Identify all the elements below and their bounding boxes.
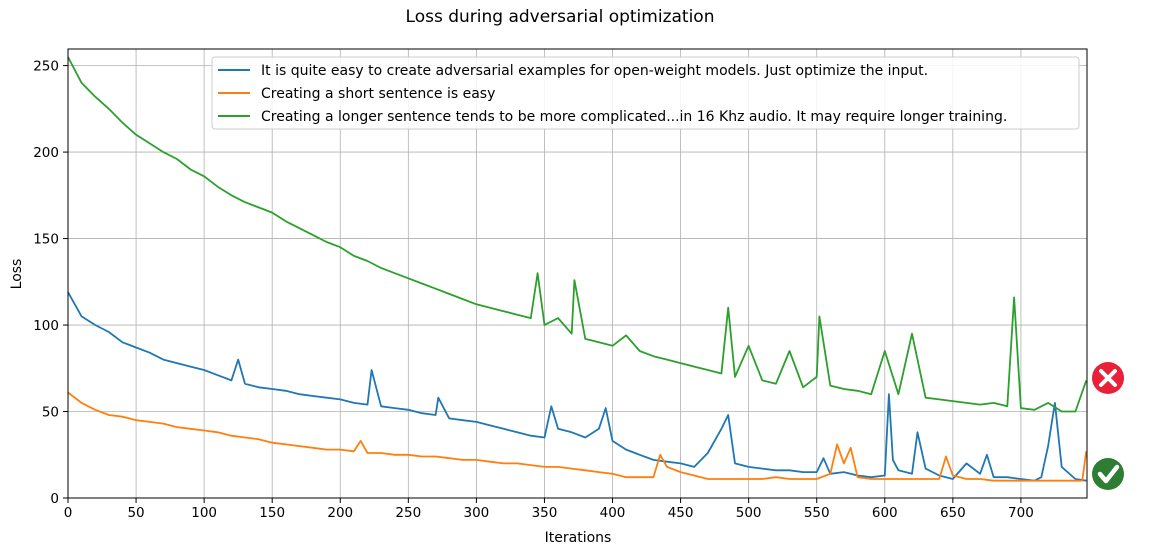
- x-tick-label: 350: [532, 505, 558, 521]
- y-axis-label: Loss: [9, 259, 25, 290]
- x-tick-label: 200: [327, 505, 353, 521]
- y-tick-label: 50: [42, 405, 59, 421]
- x-tick-label: 550: [804, 505, 830, 521]
- failure-icon: [1092, 362, 1124, 394]
- chart-title: Loss during adversarial optimization: [406, 7, 715, 27]
- legend-entry-2: Creating a short sentence is easy: [261, 86, 495, 102]
- x-tick-label: 700: [1008, 505, 1034, 521]
- x-tick-label: 400: [600, 505, 626, 521]
- x-tick-label: 650: [940, 505, 966, 521]
- x-tick-label: 600: [872, 505, 898, 521]
- legend: It is quite easy to create adversarial e…: [211, 56, 1080, 130]
- series-layer: [67, 56, 1088, 482]
- success-icon: [1092, 458, 1124, 490]
- y-tick-label: 250: [33, 59, 59, 75]
- x-tick-label: 450: [668, 505, 694, 521]
- x-tick-label: 0: [64, 505, 73, 521]
- series-line-1: [67, 291, 1087, 482]
- y-tick-label: 100: [33, 318, 59, 334]
- y-tick-label: 0: [50, 491, 59, 507]
- x-tick-label: 150: [259, 505, 285, 521]
- x-tick-label: 100: [191, 505, 217, 521]
- x-tick-label: 300: [463, 505, 489, 521]
- x-tick-label: 250: [395, 505, 421, 521]
- x-axis-ticks: 0 50 100 150 200 250 300 350 400 450 500 550 600 650 7…: [64, 498, 1034, 521]
- y-tick-label: 150: [33, 232, 59, 248]
- legend-entry-3: Creating a longer sentence tends to be m…: [261, 109, 1007, 125]
- legend-box: [211, 56, 1080, 130]
- y-tick-label: 200: [33, 145, 59, 161]
- series-line-3: [67, 56, 1088, 413]
- y-axis-ticks: 0 50 100 150 200 250: [33, 59, 68, 507]
- x-axis-label: Iterations: [545, 530, 612, 546]
- legend-entry-1: It is quite easy to create adversarial e…: [261, 63, 928, 79]
- series-line-2: [67, 391, 1088, 482]
- x-tick-label: 500: [736, 505, 762, 521]
- x-tick-label: 50: [127, 505, 144, 521]
- plot-frame: [67, 48, 1088, 499]
